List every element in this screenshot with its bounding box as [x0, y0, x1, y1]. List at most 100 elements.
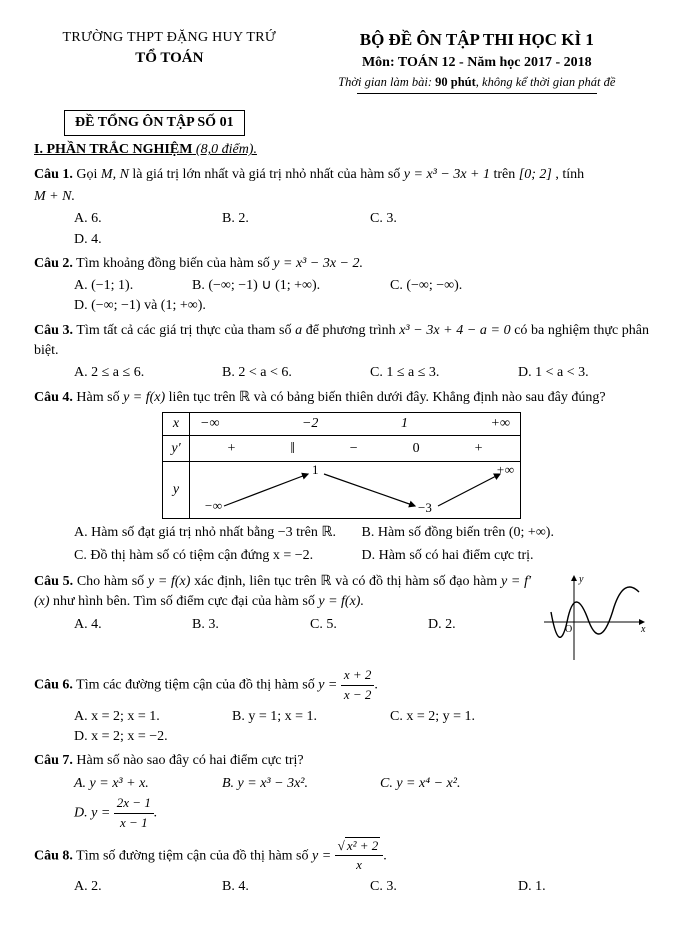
q5-f2: y = f(x). [318, 594, 364, 609]
q5-opt-c: C. 5. [310, 615, 400, 635]
q8-dot: . [383, 848, 387, 863]
vt-x-label: x [163, 412, 190, 435]
q5-opt-d: D. 2. [428, 615, 456, 635]
question-7: Câu 7. Hàm số nào sao đây có hai điểm cự… [34, 751, 649, 771]
svg-text:−∞: −∞ [204, 498, 222, 513]
q3-label: Câu 3. [34, 323, 73, 338]
q8-opt-c: C. 3. [370, 877, 490, 897]
header: TRƯỜNG THPT ĐẶNG HUY TRỨ TỔ TOÁN BỘ ĐỀ Ô… [34, 28, 649, 98]
q6-label: Câu 6. [34, 678, 73, 693]
q5-options: A. 4. B. 3. C. 5. D. 2. [74, 615, 531, 635]
q5-text-c: như hình bên. Tìm số điểm cực đại của hà… [53, 594, 318, 609]
vt-yprime-label: y′ [163, 436, 190, 462]
q3-text-a: Tìm tất cả các giá trị thực của tham số [76, 323, 295, 338]
vt-yprime-signs: + ‖ − 0 + [190, 436, 521, 462]
svg-text:+∞: +∞ [496, 462, 514, 477]
q6-opt-d: D. x = 2; x = −2. [74, 727, 168, 747]
question-8: Câu 8. Tìm số đường tiệm cận của đồ thị … [34, 837, 649, 876]
q1-opt-a: A. 6. [74, 209, 194, 229]
q2-opt-b: B. (−∞; −1) ∪ (1; +∞). [192, 276, 362, 296]
q7-opt-a: A. y = x³ + x. [74, 774, 194, 794]
q4-opt-a: A. Hàm số đạt giá trị nhỏ nhất bằng −3 t… [74, 523, 362, 543]
time-note: Thời gian làm bài: 90 phút, không kể thờ… [305, 73, 649, 91]
q1-opt-c: C. 3. [370, 209, 490, 229]
variation-arrows-svg: −∞ 1 −3 +∞ [190, 462, 520, 518]
q6-dot: . [374, 678, 378, 693]
exam-box: ĐỀ TỔNG ÔN TẬP SỐ 01 [64, 110, 245, 136]
q4-opt-d: D. Hàm số có hai điểm cực trị. [362, 546, 650, 566]
divider [357, 93, 597, 94]
q2-options: A. (−1; 1). B. (−∞; −1) ∪ (1; +∞). C. (−… [74, 276, 649, 317]
q7-opt-d: D. y = 2x − 1 x − 1 . [74, 794, 157, 833]
question-3: Câu 3. Tìm tất cả các giá trị thực của t… [34, 321, 649, 362]
question-2: Câu 2. Tìm khoảng đồng biến của hàm số y… [34, 254, 649, 274]
vt-x-values: −∞ −2 1 +∞ [190, 412, 521, 435]
q8-frac: x² + 2 x [335, 837, 384, 876]
variation-table: x −∞ −2 1 +∞ y′ + ‖ − 0 + y [162, 412, 521, 519]
q3-opt-d: D. 1 < a < 3. [518, 363, 589, 383]
q8-opt-d: D. 1. [518, 877, 546, 897]
q5-label: Câu 5. [34, 574, 73, 589]
q6-opt-c: C. x = 2; y = 1. [390, 707, 520, 727]
question-1: Câu 1. Gọi M, N là giá trị lớn nhất và g… [34, 165, 649, 185]
q4-func: y = f(x) [123, 390, 165, 405]
svg-text:y: y [578, 574, 584, 585]
q8-y: y = [312, 848, 331, 863]
school-name: TRƯỜNG THPT ĐẶNG HUY TRỨ [34, 28, 305, 48]
q6-options: A. x = 2; x = 1. B. y = 1; x = 1. C. x =… [74, 707, 649, 748]
q7-text: Hàm số nào sao đây có hai điểm cực trị? [76, 753, 303, 768]
q8-opt-a: A. 2. [74, 877, 194, 897]
q1-mnsum: M + N. [34, 187, 649, 207]
header-left: TRƯỜNG THPT ĐẶNG HUY TRỨ TỔ TOÁN [34, 28, 305, 98]
q7-label: Câu 7. [34, 753, 73, 768]
question-4: Câu 4. Hàm số y = f(x) liên tục trên ℝ v… [34, 388, 649, 408]
question-5-block: x y O Câu 5. Cho hàm số y = f(x) xác địn… [34, 572, 649, 635]
q6-y: y = [318, 678, 337, 693]
q1-mn: M, N [101, 167, 129, 182]
q5-text-a: Cho hàm số [77, 574, 148, 589]
q3-opt-a: A. 2 ≤ a ≤ 6. [74, 363, 194, 383]
q8-label: Câu 8. [34, 848, 73, 863]
q2-opt-c: C. (−∞; −∞). [390, 276, 490, 296]
q8-text: Tìm số đường tiệm cận của đồ thị hàm số [76, 848, 312, 863]
svg-text:−3: −3 [418, 500, 432, 515]
q4-text-a: Hàm số [76, 390, 123, 405]
q5-text-b: xác định, liên tục trên ℝ và có đồ thị h… [194, 574, 501, 589]
q1-opt-b: B. 2. [222, 209, 342, 229]
q1-options: A. 6. B. 2. C. 3. D. 4. [74, 209, 649, 250]
q1-text-b: là giá trị lớn nhất và giá trị nhỏ nhất … [132, 167, 403, 182]
q1-func: y = x³ − 3x + 1 [404, 167, 490, 182]
q2-text: Tìm khoảng đồng biến của hàm số [76, 256, 273, 271]
main-title: BỘ ĐỀ ÔN TẬP THI HỌC KÌ 1 [305, 28, 649, 53]
q1-opt-d: D. 4. [74, 230, 194, 250]
q3-text-b: để phương trình [306, 323, 400, 338]
q6-text: Tìm các đường tiệm cận của đồ thị hàm số [76, 678, 318, 693]
q1-text-a: Gọi [76, 167, 101, 182]
question-6: Câu 6. Tìm các đường tiệm cận của đồ thị… [34, 666, 649, 705]
q1-label: Câu 1. [34, 167, 73, 182]
q4-label: Câu 4. [34, 390, 73, 405]
q8-options: A. 2. B. 4. C. 3. D. 1. [74, 877, 649, 897]
q6-opt-a: A. x = 2; x = 1. [74, 707, 204, 727]
q4-opt-b: B. Hàm số đồng biến trên (0; +∞). [362, 523, 650, 543]
q4-opt-c: C. Đồ thị hàm số có tiệm cận đứng x = −2… [74, 546, 362, 566]
header-right: BỘ ĐỀ ÔN TẬP THI HỌC KÌ 1 Môn: TOÁN 12 -… [305, 28, 649, 98]
q1-text-d: , tính [555, 167, 584, 182]
q3-opt-b: B. 2 < a < 6. [222, 363, 342, 383]
q1-text-c: trên [493, 167, 518, 182]
q2-opt-a: A. (−1; 1). [74, 276, 164, 296]
section-title: I. PHẦN TRẮC NGHIỆM (8,0 điểm). [34, 140, 649, 160]
sub-title: Môn: TOÁN 12 - Năm học 2017 - 2018 [305, 53, 649, 73]
q3-options: A. 2 ≤ a ≤ 6. B. 2 < a < 6. C. 1 ≤ a ≤ 3… [74, 363, 649, 383]
q4-options: A. Hàm số đạt giá trị nhỏ nhất bằng −3 t… [74, 523, 649, 568]
q6-frac: x + 2 x − 2 [341, 666, 375, 705]
q2-opt-d: D. (−∞; −1) và (1; +∞). [74, 296, 206, 316]
q8-opt-b: B. 4. [222, 877, 342, 897]
q5-graph-svg: x y O [539, 572, 649, 662]
q2-func: y = x³ − 3x − 2. [273, 256, 363, 271]
q6-opt-b: B. y = 1; x = 1. [232, 707, 362, 727]
svg-text:x: x [640, 624, 646, 635]
q3-a: a [295, 323, 302, 338]
vt-y-variation: −∞ 1 −3 +∞ [190, 462, 521, 519]
department: TỔ TOÁN [34, 48, 305, 70]
